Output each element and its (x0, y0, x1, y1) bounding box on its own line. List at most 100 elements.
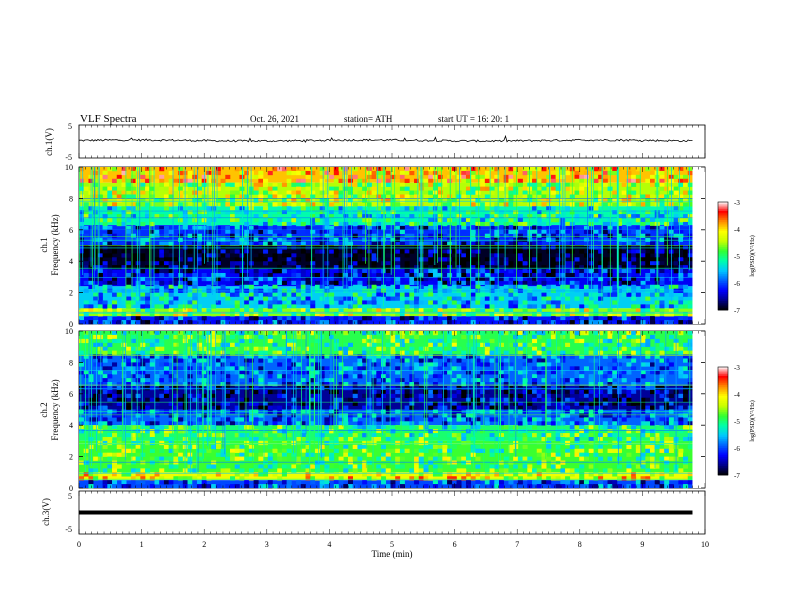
spectrogram-cell (196, 342, 202, 347)
spectrogram-cell (272, 484, 278, 489)
spectrogram-cell (140, 366, 146, 371)
spectrogram-cell (673, 190, 679, 195)
spectrogram-cell (475, 272, 481, 278)
spectrogram-cell (107, 366, 113, 371)
spectrogram-cell (135, 425, 141, 430)
spectrogram-cell (126, 182, 132, 187)
spectrogram-cell (385, 448, 391, 453)
spectrogram-cell (88, 374, 94, 379)
spectrogram-cell (461, 194, 467, 199)
spectrogram-cell (338, 308, 344, 313)
spectrogram-cell (678, 261, 684, 266)
spectrogram-cell (305, 476, 311, 481)
spectrogram-cell (347, 202, 354, 207)
spectrogram-cell (621, 167, 627, 172)
spectrogram-cell (395, 308, 401, 313)
spectrogram-cell (626, 206, 632, 211)
spectrogram-cell (145, 296, 151, 301)
spectrogram-cell (371, 241, 377, 246)
spectrogram-cell (687, 300, 693, 305)
spectrogram-cell (343, 241, 349, 246)
spectrogram-cell (206, 331, 212, 336)
spectrogram-cell (357, 308, 363, 313)
spectrogram-cell (612, 170, 618, 176)
spectrogram-cell (404, 178, 410, 183)
spectrogram-cell (465, 308, 471, 313)
spectrogram-cell (145, 354, 151, 359)
spectrogram-cell (277, 237, 283, 242)
spectrogram-cell (461, 308, 467, 313)
spectrogram-cell (187, 362, 193, 367)
spectrogram-cell (522, 186, 528, 191)
spectrogram-cell (399, 214, 405, 219)
spectrogram-cell (574, 210, 580, 215)
spectrogram-cell (583, 272, 589, 278)
spectrogram-cell (234, 280, 240, 286)
spectrogram-cell (107, 237, 113, 242)
spectrogram-cell (583, 241, 589, 246)
spectrogram-cell (230, 261, 236, 266)
spectrogram-cell (640, 284, 646, 289)
spectrogram-cell (498, 272, 505, 278)
spectrogram-cell (206, 261, 212, 266)
spectrogram-cell (376, 304, 382, 309)
spectrogram-cell (173, 276, 179, 282)
spectrogram-cell (437, 272, 443, 278)
spectrogram-cell (494, 206, 500, 211)
spectrogram-cell (93, 178, 99, 183)
spectrogram-cell (248, 452, 254, 457)
spectrogram-cell (390, 393, 396, 399)
spectrogram-cell (461, 261, 467, 266)
spectrogram-cell (423, 194, 429, 199)
spectrogram-cell (409, 206, 415, 211)
spectrogram-cell (314, 210, 320, 215)
spectrogram-cell (272, 448, 278, 453)
spectrogram-cell (107, 202, 113, 207)
spectrogram-cell (357, 429, 363, 434)
spectrogram-cell (555, 206, 561, 211)
spectrogram-cell (404, 292, 410, 297)
spectrogram-cell (324, 174, 330, 180)
spectrogram-cell (371, 265, 377, 270)
spectrogram-cell (135, 221, 141, 227)
spectrogram-cell (470, 229, 476, 235)
spectrogram-cell (541, 214, 547, 219)
spectrogram-cell (116, 265, 122, 270)
spectrogram-cell (102, 440, 108, 446)
spectrogram-cell (347, 452, 354, 457)
spectrogram-cell (621, 214, 627, 219)
spectrogram-cell (145, 214, 151, 219)
spectrogram-cell (329, 186, 335, 191)
spectrogram-cell (244, 276, 250, 282)
spectrogram-cell (135, 312, 141, 317)
spectrogram-cell (211, 393, 217, 399)
spectrogram-cell (593, 206, 599, 211)
spectrogram-cell (489, 237, 495, 242)
spectrogram-cell (310, 198, 316, 203)
spectrogram-cell (385, 389, 391, 395)
spectrogram-cell (286, 237, 292, 242)
spectrogram-cell (470, 198, 476, 203)
spectrogram-cell (126, 378, 132, 383)
spectrogram-cell (234, 308, 240, 313)
spectrogram-cell (489, 186, 495, 191)
spectrogram-cell (281, 182, 287, 187)
spectrogram-cell (475, 249, 481, 254)
spectrogram-cell (244, 308, 250, 313)
spectrogram-cell (347, 456, 354, 461)
spectrogram-cell (187, 233, 193, 238)
spectrogram-cell (83, 233, 89, 238)
spectrogram-cell (263, 292, 269, 297)
spectrogram-cell (248, 409, 254, 414)
spectrogram-cell (447, 316, 453, 321)
spectrogram-cell (678, 206, 684, 211)
spectrogram-cell (442, 253, 448, 258)
spectrogram-cell (399, 456, 405, 461)
spectrogram-cell (126, 296, 132, 301)
spectrogram-cell (93, 300, 99, 305)
spectrogram-cell (484, 296, 490, 301)
spectrogram-cell (593, 316, 599, 321)
spectrogram-cell (399, 237, 405, 242)
spectrogram-cell (399, 170, 405, 176)
spectrogram-cell (310, 276, 316, 282)
